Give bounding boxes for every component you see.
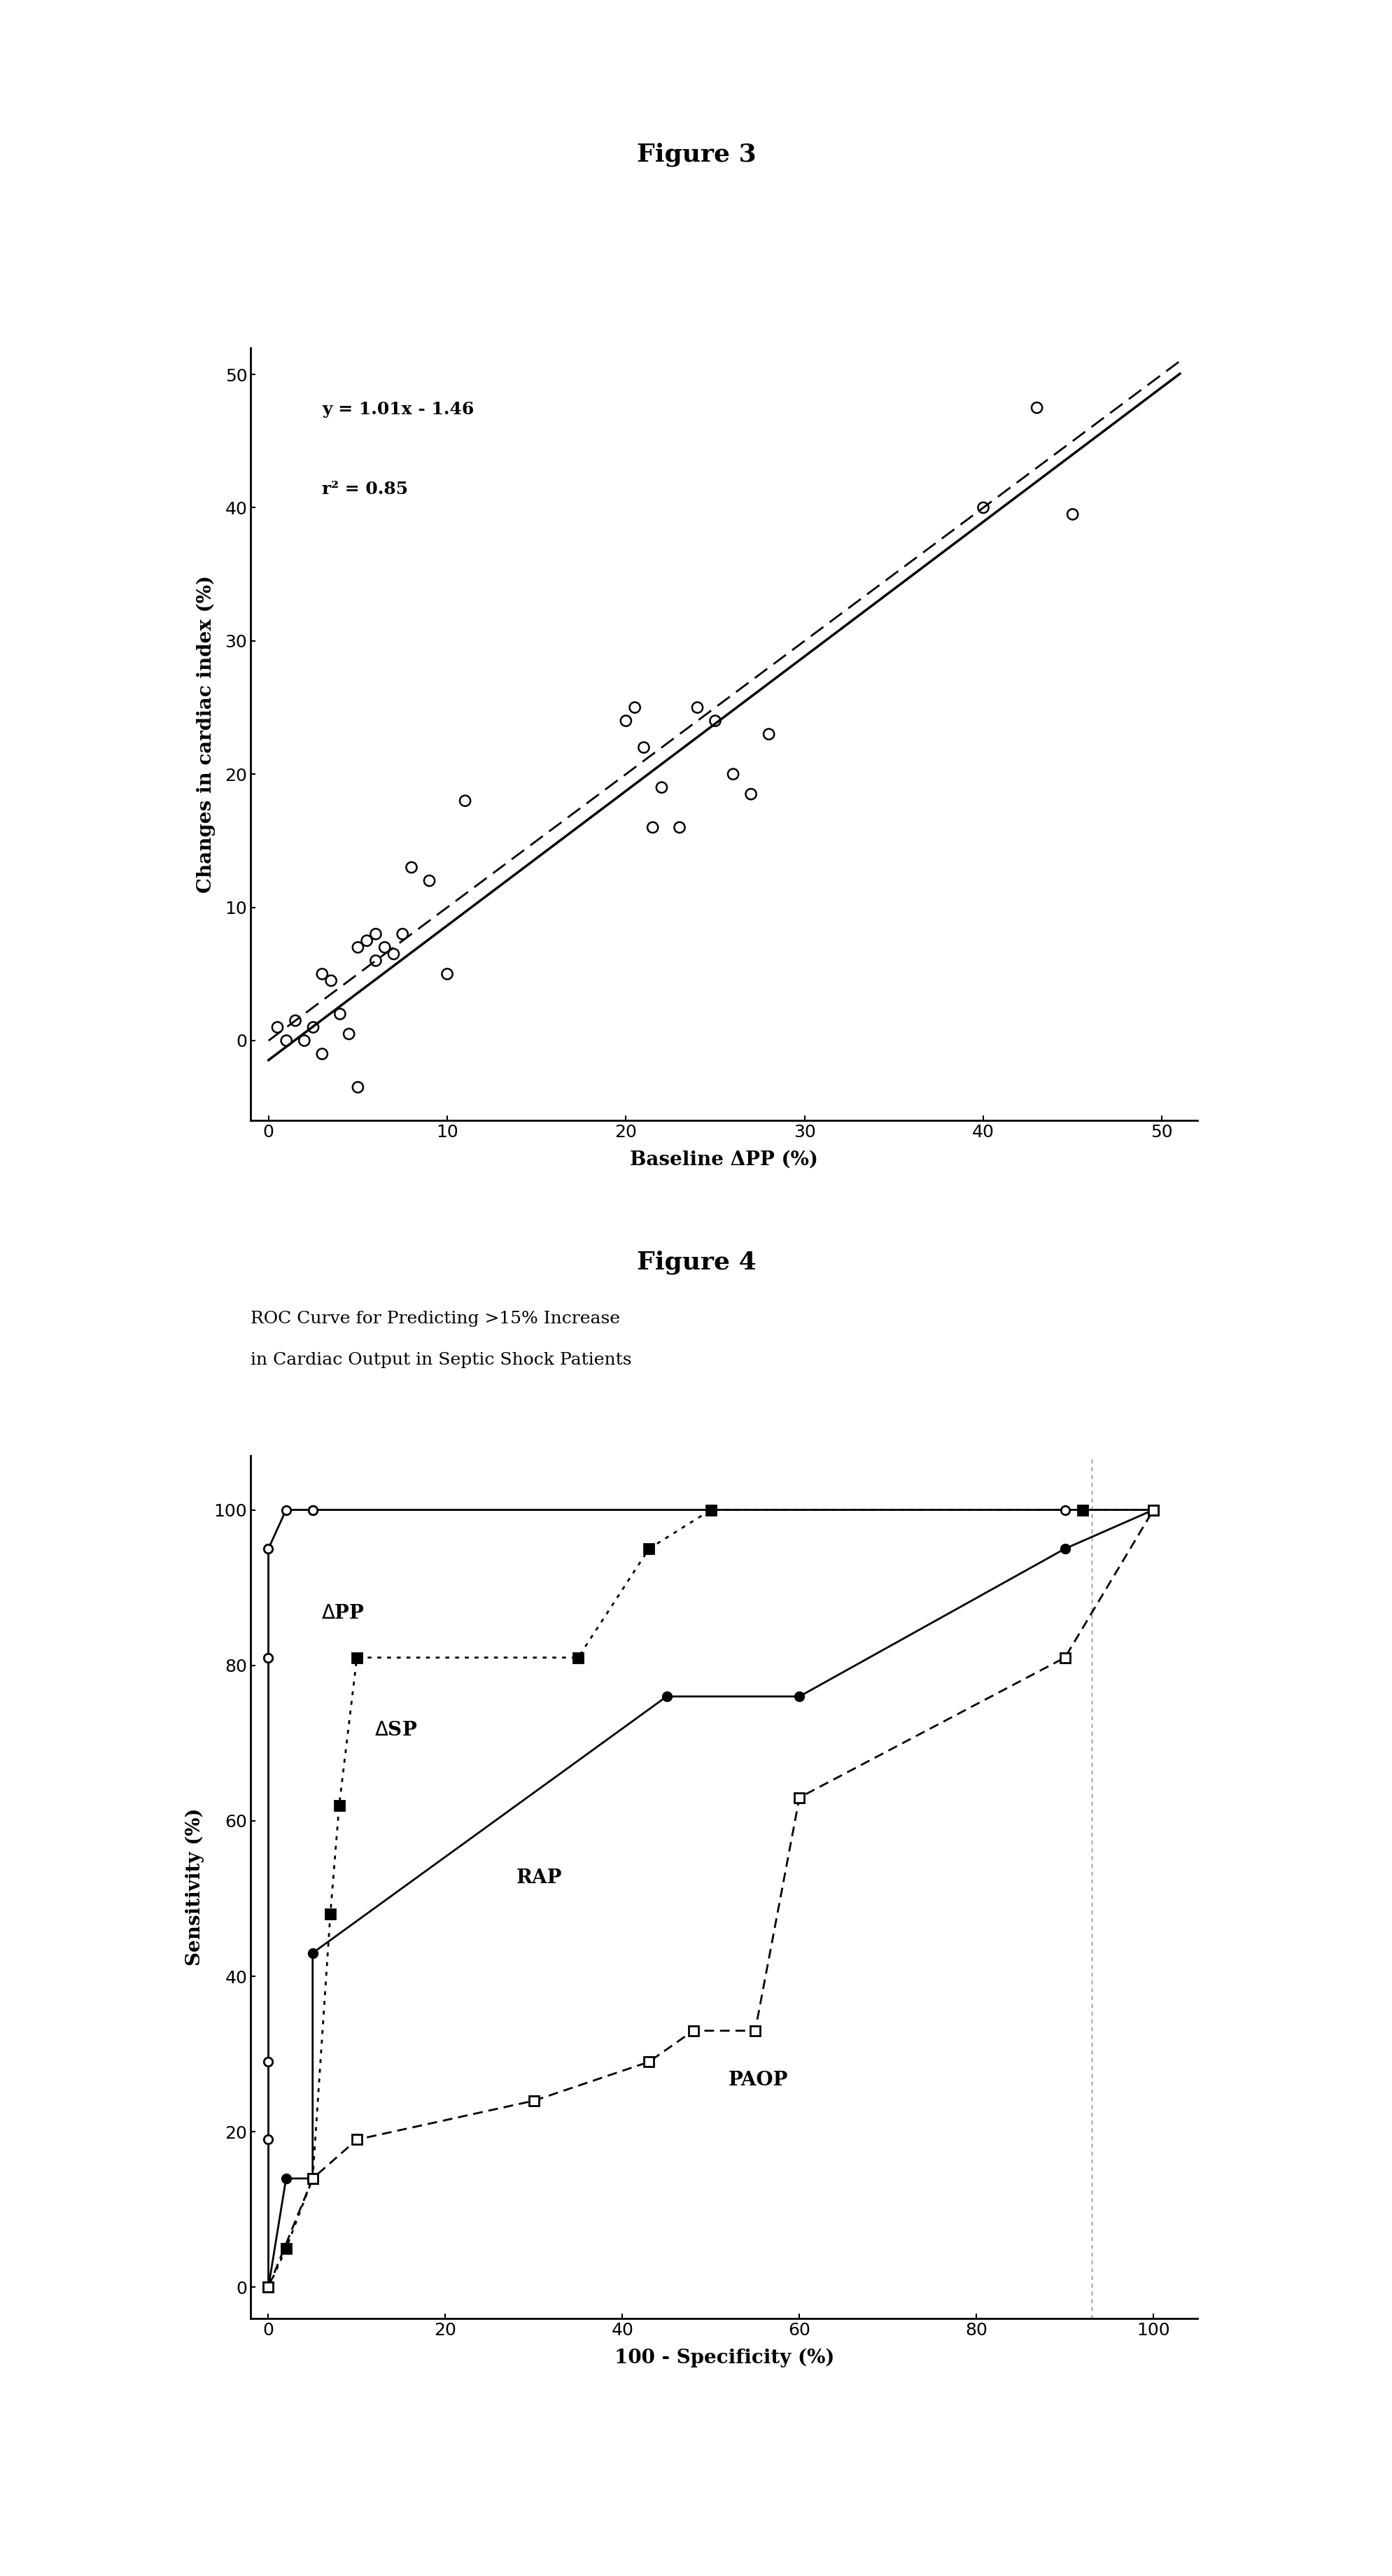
- Text: $\Delta$PP: $\Delta$PP: [322, 1605, 365, 1623]
- Point: [391, 914, 413, 956]
- Text: r² = 0.85: r² = 0.85: [322, 482, 408, 497]
- Point: [276, 1020, 298, 1061]
- Text: Figure 4: Figure 4: [636, 1249, 756, 1275]
- Text: RAP: RAP: [516, 1868, 562, 1888]
- Point: [329, 994, 351, 1036]
- Point: [668, 806, 690, 848]
- Point: [266, 1007, 288, 1048]
- Text: in Cardiac Output in Septic Shock Patients: in Cardiac Output in Septic Shock Patien…: [251, 1352, 632, 1368]
- Point: [383, 933, 405, 974]
- Text: y = 1.01x - 1.46: y = 1.01x - 1.46: [322, 402, 473, 417]
- Point: [454, 781, 476, 822]
- Point: [686, 688, 709, 729]
- Point: [614, 701, 636, 742]
- X-axis label: 100 - Specificity (%): 100 - Specificity (%): [614, 2349, 834, 2367]
- Point: [418, 860, 440, 902]
- Text: ROC Curve for Predicting >15% Increase: ROC Curve for Predicting >15% Increase: [251, 1311, 619, 1327]
- Point: [624, 688, 646, 729]
- Text: Figure 3: Figure 3: [636, 142, 756, 167]
- Point: [365, 914, 387, 956]
- Point: [338, 1012, 361, 1054]
- Point: [347, 1066, 369, 1108]
- Point: [436, 953, 458, 994]
- Point: [757, 714, 780, 755]
- Point: [347, 927, 369, 969]
- Point: [704, 701, 727, 742]
- Point: [632, 726, 654, 768]
- Point: [292, 1020, 315, 1061]
- Point: [320, 961, 342, 1002]
- Point: [284, 999, 306, 1041]
- Point: [365, 940, 387, 981]
- Point: [972, 487, 994, 528]
- Point: [373, 927, 395, 969]
- Point: [355, 920, 377, 961]
- Point: [1061, 495, 1083, 536]
- Y-axis label: Changes in cardiac index (%): Changes in cardiac index (%): [196, 574, 216, 894]
- Text: $\Delta$SP: $\Delta$SP: [374, 1721, 418, 1739]
- Point: [642, 806, 664, 848]
- Point: [302, 1007, 324, 1048]
- Point: [1026, 386, 1048, 428]
- Text: PAOP: PAOP: [728, 2071, 788, 2089]
- Point: [739, 773, 761, 814]
- Point: [721, 755, 743, 796]
- Point: [400, 848, 422, 889]
- Point: [650, 768, 672, 809]
- X-axis label: Baseline ΔPP (%): Baseline ΔPP (%): [629, 1151, 818, 1170]
- Y-axis label: Sensitivity (%): Sensitivity (%): [185, 1808, 205, 1965]
- Point: [310, 1033, 333, 1074]
- Point: [310, 953, 333, 994]
